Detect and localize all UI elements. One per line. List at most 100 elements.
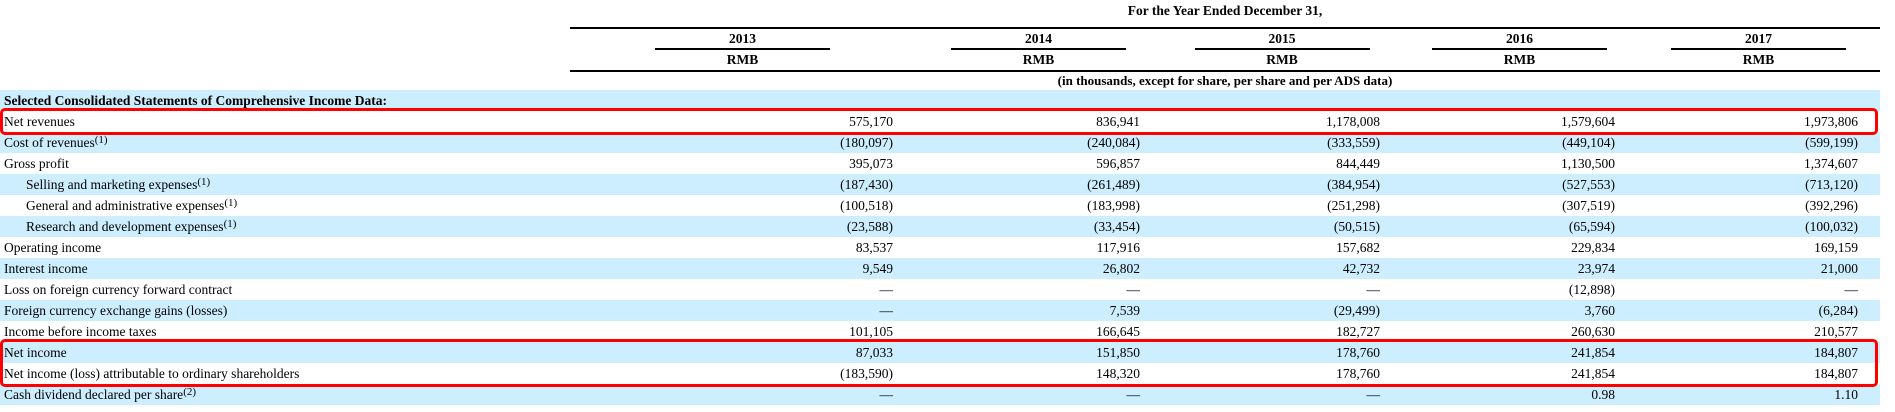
- row-label: Cost of revenues(1): [0, 132, 570, 153]
- table-row: Net income 87,033 151,850 178,760 241,854 184…: [0, 342, 1880, 363]
- row-label: Research and development expenses(1): [0, 216, 570, 237]
- cell-value: (180,097): [840, 135, 893, 150]
- units-note: (in thousands, except for share, per sha…: [1057, 73, 1393, 88]
- cell-value: 178,760: [1336, 366, 1380, 381]
- cell-value: —: [1126, 282, 1141, 297]
- table-row: Net income (loss) attributable to ordina…: [0, 363, 1880, 384]
- cell-value: (599,199): [1805, 135, 1858, 150]
- cell-value: (183,590): [840, 366, 893, 381]
- cell-value: 836,941: [1096, 114, 1140, 129]
- row-label-text: Net income (loss) attributable to ordina…: [4, 366, 300, 381]
- row-label: Net income: [0, 342, 570, 363]
- cell-value: 166,645: [1096, 324, 1140, 339]
- cell-value: (6,284): [1818, 303, 1858, 318]
- cell-value: 151,850: [1096, 345, 1140, 360]
- table-row: General and administrative expenses(1) (1…: [0, 195, 1880, 216]
- year-label: 2017: [1671, 31, 1846, 50]
- footnote-marker: (1): [224, 197, 238, 209]
- cell-value: —: [879, 282, 894, 297]
- cell-value: —: [1126, 387, 1141, 402]
- row-label-text: Foreign currency exchange gains (losses): [4, 303, 228, 318]
- cell-value: 7,539: [1109, 303, 1140, 318]
- row-label-text: Operating income: [4, 240, 102, 255]
- cell-value: 42,732: [1342, 261, 1380, 276]
- row-label-text: Research and development expenses: [26, 219, 224, 234]
- row-label: Interest income: [0, 258, 570, 279]
- currency-label: RMB: [1742, 52, 1775, 67]
- table-row: Operating income 83,537 117,916 157,682 229,…: [0, 237, 1880, 258]
- cell-value: 169,159: [1814, 240, 1858, 255]
- cell-value: 182,727: [1336, 324, 1380, 339]
- year-header-row: 2013 2014 2015 2016 2017: [570, 31, 1880, 50]
- cell-value: (261,489): [1087, 177, 1140, 192]
- year-label: 2013: [655, 31, 830, 50]
- currency-label: RMB: [726, 52, 759, 67]
- cell-value: (251,298): [1327, 198, 1380, 213]
- cell-value: 210,577: [1814, 324, 1858, 339]
- table-row: Cost of revenues(1) (180,097) (240,084) (33…: [0, 132, 1880, 153]
- table-body: Selected Consolidated Statements of Comp…: [0, 90, 1880, 405]
- cell-value: 3,760: [1584, 303, 1615, 318]
- year-label: 2015: [1194, 31, 1370, 50]
- cell-value: 157,682: [1336, 240, 1380, 255]
- row-label: Gross profit: [0, 153, 570, 174]
- cell-value: (307,519): [1562, 198, 1615, 213]
- currency-column-header: RMB: [1402, 52, 1637, 68]
- cell-value: 395,073: [849, 156, 893, 171]
- year-label: 2014: [951, 31, 1126, 50]
- row-label-text: Gross profit: [4, 156, 69, 171]
- cell-value: (50,515): [1333, 219, 1380, 234]
- currency-column-header: RMB: [570, 52, 915, 68]
- cell-value: 260,630: [1571, 324, 1615, 339]
- table-row: Interest income 9,549 26,802 42,732 23,974 21…: [0, 258, 1880, 279]
- cell-value: (100,032): [1805, 219, 1858, 234]
- table-row: Selling and marketing expenses(1) (187,43…: [0, 174, 1880, 195]
- row-label-text: Net revenues: [4, 114, 75, 129]
- cell-value: —: [1844, 282, 1859, 297]
- cell-value: 596,857: [1096, 156, 1140, 171]
- cell-value: 844,449: [1336, 156, 1380, 171]
- cell-value: (183,998): [1087, 198, 1140, 213]
- row-label-text: Net income: [4, 345, 67, 360]
- cell-value: 1,374,607: [1804, 156, 1858, 171]
- cell-value: (527,553): [1562, 177, 1615, 192]
- section-header-row: Selected Consolidated Statements of Comp…: [0, 90, 1880, 111]
- year-column-header: 2017: [1637, 31, 1880, 50]
- currency-label: RMB: [1503, 52, 1536, 67]
- cell-value: (449,104): [1562, 135, 1615, 150]
- cell-value: (713,120): [1805, 177, 1858, 192]
- row-label: Loss on foreign currency forward contrac…: [0, 279, 570, 300]
- year-column-header: 2015: [1162, 31, 1402, 50]
- cell-value: (240,084): [1087, 135, 1140, 150]
- row-label-text: Loss on foreign currency forward contrac…: [4, 282, 233, 297]
- cell-value: 9,549: [862, 261, 893, 276]
- period-header-title: For the Year Ended December 31,: [1127, 3, 1323, 18]
- year-column-header: 2014: [915, 31, 1162, 50]
- cell-value: (12,898): [1568, 282, 1615, 297]
- table-row: Gross profit 395,073 596,857 844,449 1,130,5…: [0, 153, 1880, 174]
- cell-value: 184,807: [1814, 366, 1858, 381]
- cell-value: (65,594): [1568, 219, 1615, 234]
- cell-value: (33,454): [1093, 219, 1140, 234]
- cell-value: (23,588): [846, 219, 893, 234]
- footnote-marker: (2): [183, 386, 197, 398]
- cell-value: 184,807: [1814, 345, 1858, 360]
- cell-value: (100,518): [840, 198, 893, 213]
- cell-value: (384,954): [1327, 177, 1380, 192]
- row-label: Income before income taxes: [0, 321, 570, 342]
- cell-value: 117,916: [1096, 240, 1140, 255]
- cell-value: 241,854: [1571, 366, 1615, 381]
- cell-value: 575,170: [849, 114, 893, 129]
- cell-value: 178,760: [1336, 345, 1380, 360]
- cell-value: 23,974: [1577, 261, 1615, 276]
- cell-value: 1,178,008: [1326, 114, 1380, 129]
- table-row: Cash dividend declared per share(2) — — — 0.…: [0, 384, 1880, 405]
- row-label: Net revenues: [0, 111, 570, 132]
- cell-value: —: [879, 387, 894, 402]
- currency-column-header: RMB: [1637, 52, 1880, 68]
- row-label-text: Cash dividend declared per share: [4, 387, 184, 402]
- table-row: Net revenues 575,170 836,941 1,178,008 1,579…: [0, 111, 1880, 132]
- cell-value: —: [879, 303, 894, 318]
- currency-column-header: RMB: [1162, 52, 1402, 68]
- cell-value: 1,130,500: [1561, 156, 1615, 171]
